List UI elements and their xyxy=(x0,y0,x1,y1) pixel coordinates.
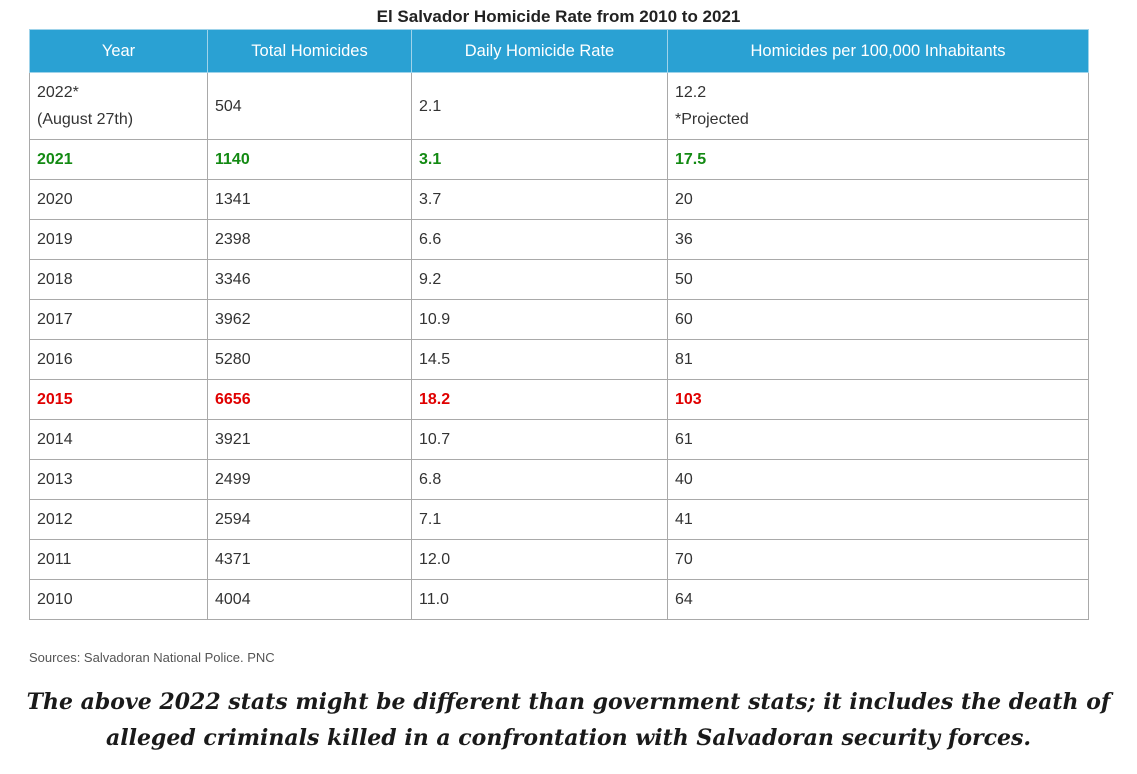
header-daily-rate: Daily Homicide Rate xyxy=(411,29,668,73)
cell-per100k: 64 xyxy=(667,579,1089,620)
cell-per100k: 41 xyxy=(667,499,1089,540)
header-per-100k: Homicides per 100,000 Inhabitants xyxy=(667,29,1089,73)
cell-total: 3346 xyxy=(207,259,412,300)
header-total-homicides: Total Homicides xyxy=(207,29,412,73)
cell-year: 2013 xyxy=(29,459,208,500)
cell-total: 3962 xyxy=(207,299,412,340)
cell-daily: 7.1 xyxy=(411,499,668,540)
cell-year: 2016 xyxy=(29,339,208,380)
cell-per100k: 12.2 *Projected xyxy=(667,72,1089,140)
cell-per100k: 20 xyxy=(667,179,1089,220)
table-row: 2016 5280 14.5 81 xyxy=(29,339,1089,380)
cell-year: 2019 xyxy=(29,219,208,260)
cell-year: 2012 xyxy=(29,499,208,540)
cell-per100k: 103 xyxy=(667,379,1089,420)
cell-per100k: 60 xyxy=(667,299,1089,340)
homicide-table: Year Total Homicides Daily Homicide Rate… xyxy=(29,29,1089,620)
cell-total: 4371 xyxy=(207,539,412,580)
header-year: Year xyxy=(29,29,208,73)
cell-total: 4004 xyxy=(207,579,412,620)
cell-per100k: 61 xyxy=(667,419,1089,460)
table-row: 2018 3346 9.2 50 xyxy=(29,259,1089,300)
cell-per100k: 81 xyxy=(667,339,1089,380)
table-row: 2022* (August 27th) 504 2.1 12.2 *Projec… xyxy=(29,72,1089,140)
disclaimer-line-2: alleged criminals killed in a confrontat… xyxy=(105,725,1032,751)
cell-year: 2017 xyxy=(29,299,208,340)
table-row: 2013 2499 6.8 40 xyxy=(29,459,1089,500)
cell-daily: 6.6 xyxy=(411,219,668,260)
year-value: 2022* xyxy=(37,84,79,101)
cell-total: 3921 xyxy=(207,419,412,460)
table-row: 2017 3962 10.9 60 xyxy=(29,299,1089,340)
cell-daily: 3.7 xyxy=(411,179,668,220)
cell-total: 2398 xyxy=(207,219,412,260)
cell-per100k: 36 xyxy=(667,219,1089,260)
cell-total: 5280 xyxy=(207,339,412,380)
table-row: 2021 1140 3.1 17.5 xyxy=(29,139,1089,180)
table-title: El Salvador Homicide Rate from 2010 to 2… xyxy=(376,7,741,26)
cell-year: 2011 xyxy=(29,539,208,580)
cell-daily: 11.0 xyxy=(411,579,668,620)
per100k-value: 12.2 xyxy=(675,84,707,101)
source-caption: Sources: Salvadoran National Police. PNC xyxy=(29,650,275,665)
table-row: 2010 4004 11.0 64 xyxy=(29,579,1089,620)
cell-year: 2022* (August 27th) xyxy=(29,72,208,140)
cell-year: 2021 xyxy=(29,139,208,180)
per100k-note: *Projected xyxy=(675,111,749,128)
table-row: 2019 2398 6.6 36 xyxy=(29,219,1089,260)
cell-daily: 6.8 xyxy=(411,459,668,500)
table-row: 2011 4371 12.0 70 xyxy=(29,539,1089,580)
cell-per100k: 50 xyxy=(667,259,1089,300)
cell-per100k: 70 xyxy=(667,539,1089,580)
cell-total: 504 xyxy=(207,72,412,140)
cell-year: 2015 xyxy=(29,379,208,420)
cell-daily: 9.2 xyxy=(411,259,668,300)
cell-year: 2010 xyxy=(29,579,208,620)
cell-total: 6656 xyxy=(207,379,412,420)
year-note: (August 27th) xyxy=(37,111,134,128)
cell-year: 2018 xyxy=(29,259,208,300)
disclaimer-note: The above 2022 stats might be different … xyxy=(20,684,1117,756)
cell-per100k: 17.5 xyxy=(667,139,1089,180)
cell-daily: 14.5 xyxy=(411,339,668,380)
cell-daily: 3.1 xyxy=(411,139,668,180)
table-row: 2015 6656 18.2 103 xyxy=(29,379,1089,420)
cell-year: 2020 xyxy=(29,179,208,220)
cell-daily: 10.9 xyxy=(411,299,668,340)
disclaimer-line-1: The above 2022 stats might be different … xyxy=(26,689,1111,715)
table-row: 2020 1341 3.7 20 xyxy=(29,179,1089,220)
table-header-row: Year Total Homicides Daily Homicide Rate… xyxy=(29,29,1089,73)
table-row: 2012 2594 7.1 41 xyxy=(29,499,1089,540)
cell-daily: 10.7 xyxy=(411,419,668,460)
cell-daily: 18.2 xyxy=(411,379,668,420)
cell-per100k: 40 xyxy=(667,459,1089,500)
cell-total: 2594 xyxy=(207,499,412,540)
cell-daily: 2.1 xyxy=(411,72,668,140)
cell-total: 1140 xyxy=(207,139,412,180)
cell-total: 1341 xyxy=(207,179,412,220)
table-row: 2014 3921 10.7 61 xyxy=(29,419,1089,460)
cell-daily: 12.0 xyxy=(411,539,668,580)
cell-year: 2014 xyxy=(29,419,208,460)
cell-total: 2499 xyxy=(207,459,412,500)
